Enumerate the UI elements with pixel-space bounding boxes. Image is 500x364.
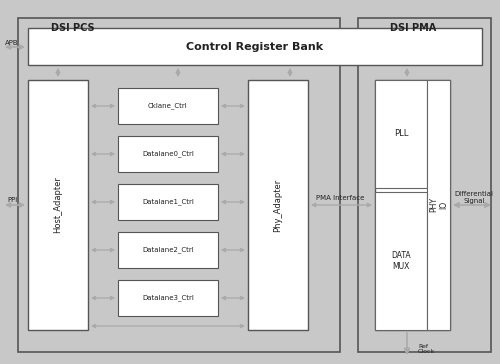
Text: Datalane0_Ctrl: Datalane0_Ctrl (142, 151, 194, 157)
Text: PLL: PLL (394, 130, 408, 138)
Text: DSI PMA: DSI PMA (390, 23, 436, 33)
Bar (118, 88, 218, 124)
Bar (358, 18, 491, 352)
Text: DATA
MUX: DATA MUX (391, 251, 411, 271)
Text: Host_Adapter: Host_Adapter (54, 177, 62, 233)
Bar (118, 136, 218, 172)
Bar (118, 280, 218, 316)
Text: PMA Interface: PMA Interface (316, 195, 364, 201)
Bar (248, 80, 308, 330)
Text: Differential
Signal: Differential Signal (454, 191, 494, 205)
Text: DSI PCS: DSI PCS (51, 23, 95, 33)
Bar (28, 28, 482, 65)
Bar (118, 232, 218, 268)
Bar (375, 80, 427, 188)
Bar (375, 192, 427, 330)
Text: Datalane1_Ctrl: Datalane1_Ctrl (142, 199, 194, 205)
Text: APB: APB (5, 40, 19, 46)
Text: Control Register Bank: Control Register Bank (186, 41, 324, 51)
Text: Datalane3_Ctrl: Datalane3_Ctrl (142, 294, 194, 301)
Text: Datalane2_Ctrl: Datalane2_Ctrl (142, 247, 194, 253)
Bar (118, 184, 218, 220)
Text: PPI: PPI (7, 197, 17, 203)
Text: PHY
IO: PHY IO (429, 198, 448, 213)
Bar (427, 80, 450, 330)
Text: Phy_Adapter: Phy_Adapter (274, 178, 282, 232)
Bar (18, 18, 340, 352)
Bar (28, 80, 88, 330)
Text: Ref
Clock: Ref Clock (418, 344, 435, 355)
Text: Cklane_Ctrl: Cklane_Ctrl (148, 103, 188, 109)
Bar (375, 80, 450, 330)
